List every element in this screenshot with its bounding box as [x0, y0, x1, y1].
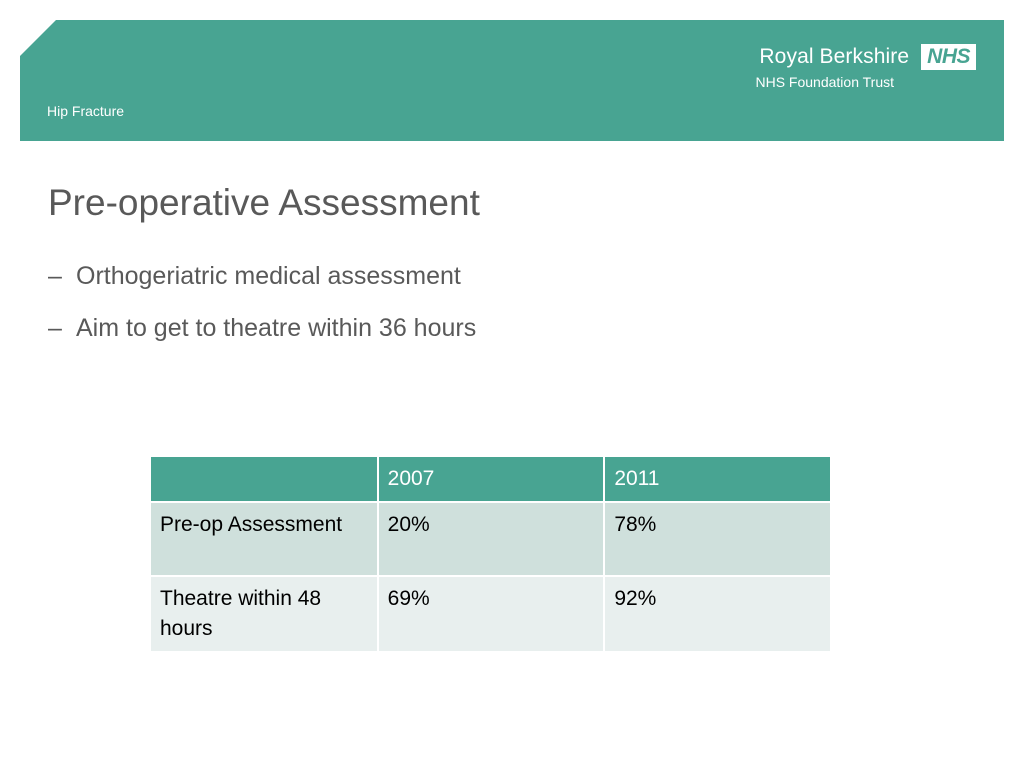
- table-header-cell: 2007: [376, 455, 606, 503]
- section-title: Hip Fracture: [47, 103, 125, 119]
- table-row: Theatre within 48 hours 69% 92%: [149, 575, 832, 653]
- bullet-item: – Aim to get to theatre within 36 hours: [48, 314, 476, 366]
- brand-subtitle: NHS Foundation Trust: [755, 74, 894, 90]
- table-cell-label: Theatre within 48 hours: [149, 575, 379, 653]
- brand-name: Royal Berkshire: [759, 45, 910, 68]
- brand-top-row: Royal Berkshire NHS: [755, 44, 976, 70]
- table-cell: 78%: [603, 501, 832, 577]
- table-cell-label: Pre-op Assessment: [149, 501, 379, 577]
- table-header-row: 2007 2011: [149, 455, 832, 503]
- table-header-cell: [149, 455, 379, 503]
- bullet-text: Aim to get to theatre within 36 hours: [76, 314, 477, 342]
- results-table: 2007 2011 Pre-op Assessment 20% 78% Thea…: [149, 455, 832, 653]
- brand-logo-block: Royal Berkshire NHS NHS Foundation Trust: [755, 44, 976, 90]
- bullet-list: – Orthogeriatric medical assessment – Ai…: [48, 262, 476, 366]
- table-cell: 92%: [603, 575, 832, 653]
- table-header-cell: 2011: [603, 455, 832, 503]
- page-title: Pre-operative Assessment: [48, 182, 480, 223]
- bullet-marker: –: [48, 262, 62, 290]
- bullet-marker: –: [48, 314, 62, 342]
- table-cell: 20%: [376, 501, 606, 577]
- table-cell: 69%: [376, 575, 606, 653]
- bullet-text: Orthogeriatric medical assessment: [76, 262, 461, 290]
- table-row: Pre-op Assessment 20% 78%: [149, 501, 832, 577]
- nhs-logo: NHS: [921, 44, 976, 70]
- header-banner: [20, 20, 1004, 141]
- bullet-item: – Orthogeriatric medical assessment: [48, 262, 476, 314]
